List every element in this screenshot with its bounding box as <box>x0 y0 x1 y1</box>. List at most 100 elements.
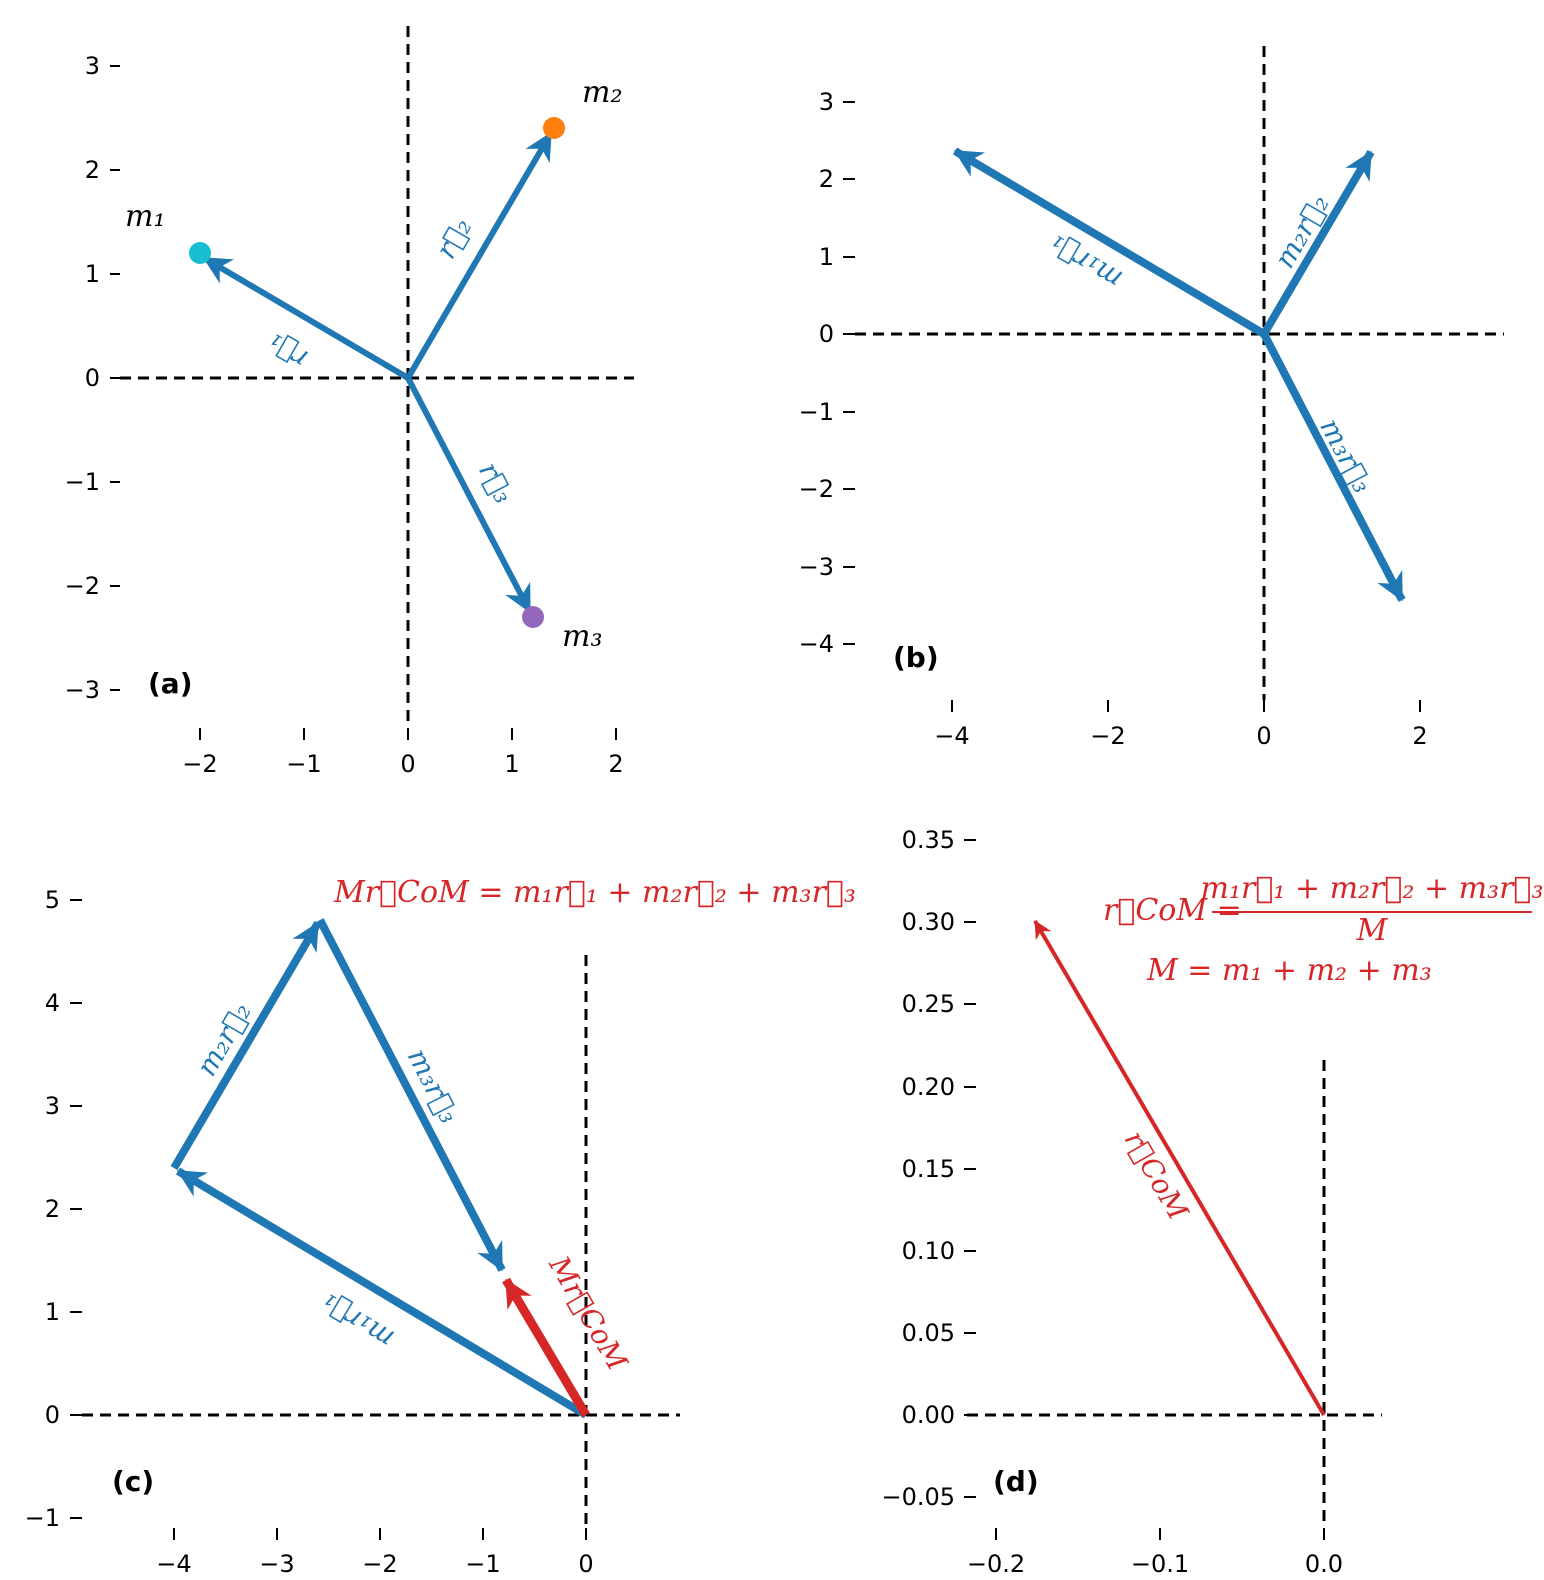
panel-c-xtick-m4: −4 <box>156 1550 191 1578</box>
panel-a-ytick-m1: −1 <box>65 468 100 496</box>
panel-b-ytick-3: 3 <box>819 88 834 116</box>
panel-c-xtick-m3: −3 <box>259 1550 294 1578</box>
panel-b-ytick-m1: −1 <box>799 398 834 426</box>
panel-a-xtick-1: 1 <box>504 750 519 778</box>
panel-a-mass-m1-label: m₁ <box>125 199 165 234</box>
panel-b-x-ticks <box>951 700 1421 712</box>
panel-a-mass-m3-point <box>522 606 544 628</box>
panel-d-annotation-mass: M = m₁ + m₂ + m₃ <box>1146 953 1432 988</box>
panel-a-label: (a) <box>148 667 193 700</box>
panel-c-vector-MrCoM <box>502 1277 590 1418</box>
panel-a-y-tick-labels: 3 2 1 0 −1 −2 −3 <box>65 52 100 704</box>
panel-d-annotation-denominator: M <box>1356 913 1389 948</box>
panel-d-annotation-lhs: r⃗CoM = <box>1103 893 1242 928</box>
panel-c-y-ticks <box>70 899 82 1519</box>
panel-b-ytick-0: 0 <box>819 320 834 348</box>
panel-a-ytick-3: 3 <box>85 52 100 80</box>
panel-b-ytick-m3: −3 <box>799 553 834 581</box>
panel-d-x-ticks <box>995 1528 1325 1540</box>
panel-d-ytick-m0.05: −0.05 <box>881 1483 955 1511</box>
panel-c-ytick-0: 0 <box>45 1401 60 1429</box>
panel-c-ytick-3: 3 <box>45 1092 60 1120</box>
panel-a-xtick-2: 2 <box>608 750 623 778</box>
panel-b-vector-m1r1 <box>952 147 1267 338</box>
panel-b-vector-m2r2 <box>1260 149 1375 337</box>
panel-b-xtick-2: 2 <box>1412 722 1427 750</box>
panel-b-x-tick-labels: −4 −2 0 2 <box>934 722 1427 750</box>
panel-a-vector-r2 <box>405 131 554 380</box>
panel-d-ytick-0.20: 0.20 <box>902 1073 955 1101</box>
panel-b-y-ticks <box>843 101 855 645</box>
panel-b-ytick-m2: −2 <box>799 475 834 503</box>
panel-d-ytick-0.05: 0.05 <box>902 1319 955 1347</box>
panel-d-label: (d) <box>993 1465 1039 1498</box>
panel-c-xtick-0: 0 <box>578 1550 593 1578</box>
panel-d-x-tick-labels: −0.2 −0.1 0.0 <box>967 1550 1343 1578</box>
panel-a-vector-r1 <box>202 255 410 381</box>
panel-d: 0.35 0.30 0.25 0.20 0.15 0.10 0.05 0.00 … <box>881 826 1543 1578</box>
panel-a-xtick-0: 0 <box>400 750 415 778</box>
panel-c-ytick-4: 4 <box>45 989 60 1017</box>
panel-c-y-tick-labels: 5 4 3 2 1 0 −1 <box>25 886 60 1532</box>
panel-d-ytick-0.15: 0.15 <box>902 1155 955 1183</box>
panel-c-ytick-5: 5 <box>45 886 60 914</box>
panel-b-vector-m1r1-label: m₁r⃗₁ <box>1043 228 1128 296</box>
panel-c-label: (c) <box>112 1465 154 1498</box>
panel-b-ytick-2: 2 <box>819 165 834 193</box>
panel-c: 5 4 3 2 1 0 −1 −4 −3 −2 −1 0 m₁r⃗₁ <box>25 875 856 1578</box>
panel-a-mass-m2-label: m₂ <box>582 75 622 110</box>
panel-d-y-tick-labels: 0.35 0.30 0.25 0.20 0.15 0.10 0.05 0.00 … <box>881 826 955 1511</box>
panel-b-xtick-m4: −4 <box>934 722 969 750</box>
panel-c-ytick-2: 2 <box>45 1195 60 1223</box>
panel-a-x-tick-labels: −2 −1 0 1 2 <box>182 750 623 778</box>
panel-a-y-ticks <box>110 65 120 691</box>
panel-a-ytick-2: 2 <box>85 156 100 184</box>
panel-d-y-ticks <box>964 839 976 1498</box>
panel-c-x-tick-labels: −4 −3 −2 −1 0 <box>156 1550 593 1578</box>
panel-c-annotation: Mr⃗CoM = m₁r⃗₁ + m₂r⃗₂ + m₃r⃗₃ <box>333 875 856 910</box>
panel-b-ytick-m4: −4 <box>799 630 834 658</box>
panel-a: 3 2 1 0 −1 −2 −3 −2 −1 0 1 2 <box>65 26 634 778</box>
panel-c-x-ticks <box>173 1528 587 1540</box>
panel-c-vector-m2r2 <box>170 920 322 1171</box>
panel-c-xtick-m1: −1 <box>465 1550 500 1578</box>
panel-b-label: (b) <box>893 641 939 674</box>
panel-a-xtick-m1: −1 <box>286 750 321 778</box>
panel-d-annotation: r⃗CoM = m₁r⃗₁ + m₂r⃗₂ + m₃r⃗₃ M M = m₁ +… <box>1103 871 1543 988</box>
panel-d-ytick-0.30: 0.30 <box>902 908 955 936</box>
panel-c-vector-m1r1 <box>175 1167 589 1419</box>
panel-a-ytick-m2: −2 <box>65 572 100 600</box>
panel-c-ytick-m1: −1 <box>25 1504 60 1532</box>
panel-d-ytick-0.35: 0.35 <box>902 826 955 854</box>
panel-c-vector-m3r3 <box>316 918 506 1272</box>
panel-b-xtick-0: 0 <box>1256 722 1271 750</box>
panel-d-xtick-m0.2: −0.2 <box>967 1550 1025 1578</box>
panel-a-mass-m2-point <box>543 117 565 139</box>
panel-c-xtick-m2: −2 <box>362 1550 397 1578</box>
panel-a-vector-r3-label: r⃗₃ <box>472 457 521 509</box>
panel-a-ytick-1: 1 <box>85 260 100 288</box>
panel-a-mass-m1-point <box>189 242 211 264</box>
panel-d-vector-rCoM <box>1033 919 1326 1417</box>
panel-d-ytick-0.00: 0.00 <box>902 1401 955 1429</box>
panel-b-xtick-m2: −2 <box>1090 722 1125 750</box>
panel-a-ytick-0: 0 <box>85 364 100 392</box>
panel-d-xtick-m0.1: −0.1 <box>1131 1550 1189 1578</box>
panel-b-y-tick-labels: 3 2 1 0 −1 −2 −3 −4 <box>799 88 834 658</box>
panel-d-annotation-numerator: m₁r⃗₁ + m₂r⃗₂ + m₃r⃗₃ <box>1201 871 1544 906</box>
panel-d-ytick-0.10: 0.10 <box>902 1237 955 1265</box>
panel-a-vector-r3 <box>405 376 533 614</box>
panel-d-xtick-0.0: 0.0 <box>1305 1550 1343 1578</box>
panel-d-ytick-0.25: 0.25 <box>902 990 955 1018</box>
panel-a-ytick-m3: −3 <box>65 676 100 704</box>
panel-a-mass-m3-label: m₃ <box>562 619 602 654</box>
panel-a-xtick-m2: −2 <box>182 750 217 778</box>
panel-a-vector-r2-label: r⃗₂ <box>429 212 478 264</box>
panel-b: 3 2 1 0 −1 −2 −3 −4 −4 −2 0 2 m₁r⃗₁ m₂r⃗… <box>799 46 1504 750</box>
panel-a-x-ticks <box>199 728 617 740</box>
panel-b-ytick-1: 1 <box>819 243 834 271</box>
panel-c-ytick-1: 1 <box>45 1298 60 1326</box>
panel-b-vector-m3r3 <box>1260 332 1406 602</box>
panel-a-vector-r1-label: r⃗₁ <box>261 327 313 376</box>
